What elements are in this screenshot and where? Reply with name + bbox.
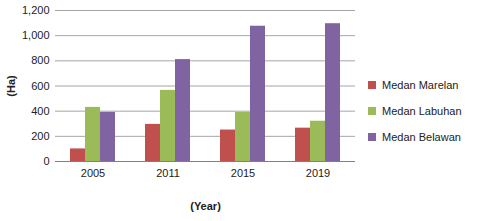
svg-text:0: 0: [43, 155, 49, 167]
svg-text:2015: 2015: [231, 167, 255, 179]
svg-text:1,200: 1,200: [22, 4, 50, 16]
svg-text:2011: 2011: [156, 167, 180, 179]
svg-text:800: 800: [31, 54, 49, 66]
html-text:Medan Belawan: Medan Belawan: [382, 130, 461, 143]
svg-text:(Ha): (Ha): [5, 75, 17, 97]
html-text:Medan Labuhan: Medan Labuhan: [382, 104, 462, 117]
svg-text:200: 200: [31, 130, 49, 142]
svg-text:600: 600: [31, 80, 49, 92]
svg-text:2005: 2005: [81, 167, 105, 179]
svg-text:400: 400: [31, 105, 49, 117]
html-text:Medan Marelan: Medan Marelan: [382, 78, 459, 91]
svg-text:(Year): (Year): [190, 200, 221, 212]
svg-text:1,000: 1,000: [22, 29, 50, 41]
svg-text:2019: 2019: [306, 167, 330, 179]
